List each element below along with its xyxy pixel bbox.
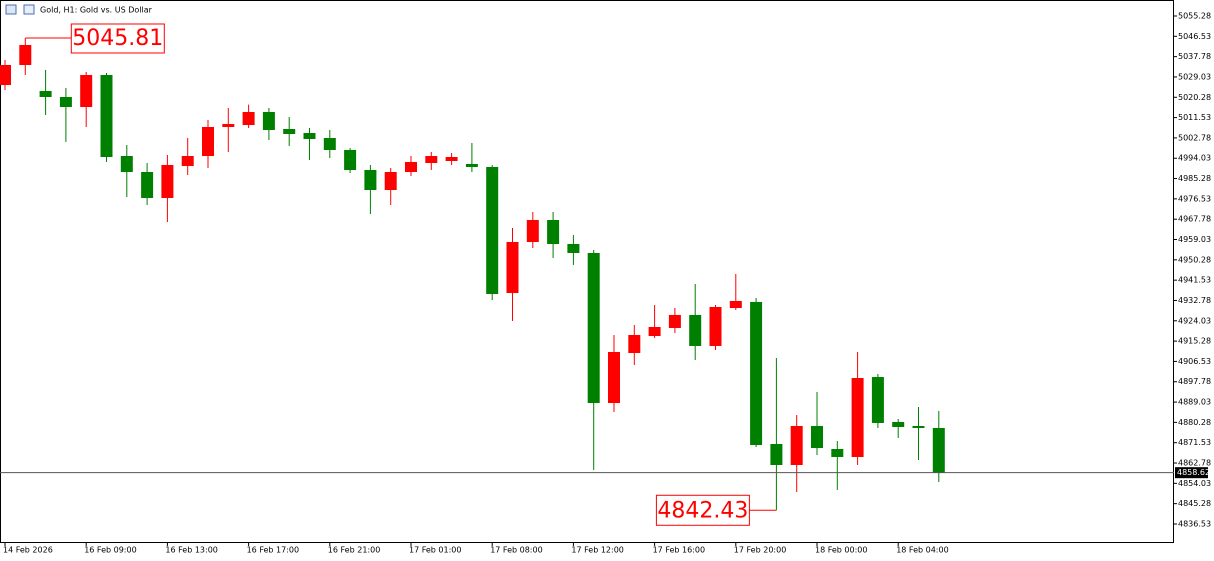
candle-body [181,156,194,166]
candle-body [425,156,438,163]
x-tick-label: 17 Feb 08:00 [490,546,542,555]
candle-body [364,170,377,191]
y-tick-label: 4889.03 [1178,398,1211,407]
y-tick-label: 4836.53 [1178,519,1211,528]
candle-body [0,64,11,85]
annotation-low: 4842.43 [657,498,748,523]
y-tick-label: 4880.28 [1178,418,1211,427]
candle-body [628,335,641,353]
candle-body [831,448,844,457]
candle-body [506,241,519,293]
y-tick-label: 5011.53 [1178,113,1211,122]
y-tick-label: 5055.28 [1178,11,1211,20]
candle-body [161,164,174,198]
x-tick-label: 14 Feb 2026 [3,546,53,555]
candle-body [445,157,458,161]
candle-body [242,111,255,126]
candle-body [547,220,560,244]
y-tick-label: 4915.28 [1178,337,1211,346]
candle-body [262,111,275,130]
y-tick-label: 4897.78 [1178,377,1211,386]
candle-body [80,75,93,108]
candle-body [912,425,925,429]
candle-body [303,132,316,140]
candle-body [120,156,133,173]
x-tick-label: 16 Feb 21:00 [328,546,380,555]
y-tick-label: 4932.78 [1178,296,1211,305]
candle-body [689,314,702,346]
candle-body [283,128,296,134]
y-tick-label: 5020.28 [1178,93,1211,102]
y-tick-label: 4994.03 [1178,154,1211,163]
candle-body [668,314,681,328]
x-tick-label: 17 Feb 01:00 [409,546,461,555]
y-tick-label: 4871.53 [1178,438,1211,447]
x-tick-label: 17 Feb 16:00 [653,546,705,555]
symbol-icon [23,4,35,15]
y-tick-label: 4967.78 [1178,215,1211,224]
y-tick-label: 4854.03 [1178,479,1211,488]
candle-body [486,166,499,294]
annotation-box [70,23,165,54]
y-tick-label: 5002.78 [1178,133,1211,142]
candle-body [384,172,397,191]
chart-icon [5,4,17,15]
candle-body [202,127,214,157]
x-tick-label: 18 Feb 00:00 [815,546,867,555]
y-tick-label: 4985.28 [1178,174,1211,183]
candle-body [100,75,113,158]
y-tick-label: 5046.53 [1178,32,1211,41]
y-tick-label: 4950.28 [1178,255,1211,264]
candle-body [750,302,763,446]
candle-body [851,378,864,457]
candle-body [648,326,661,336]
x-tick-label: 18 Feb 04:00 [896,546,948,555]
candle-body [608,351,620,403]
x-tick-label: 17 Feb 12:00 [571,546,623,555]
y-tick-label: 4924.03 [1178,316,1211,325]
x-tick-label: 16 Feb 13:00 [165,546,217,555]
price-label: 4858.62 [1177,468,1210,477]
y-tick-label: 4845.28 [1178,499,1211,508]
x-tick-label: 16 Feb 09:00 [84,546,136,555]
y-tick-label: 4959.03 [1178,235,1211,244]
candle-body [59,96,72,108]
candle-body [871,377,884,423]
candle-body [465,163,478,167]
y-tick-label: 5037.78 [1178,52,1211,61]
x-tick-label: 16 Feb 17:00 [247,546,299,555]
candle-body [709,306,722,346]
candle-body [344,149,357,171]
annotation-high: 5045.81 [72,26,163,51]
y-tick-label: 4941.53 [1178,276,1211,285]
candle-body [526,220,539,242]
candle-body [19,45,32,65]
candle-body [141,172,154,198]
y-tick-label: 4976.53 [1178,194,1211,203]
chart-title: Gold, H1: Gold vs. US Dollar [40,6,153,15]
candle-body [567,243,580,254]
candle-body [323,138,336,150]
x-tick-label: 17 Feb 20:00 [734,546,786,555]
candle-body [790,425,803,465]
plot-frame [0,0,1174,543]
candle-body [39,91,52,97]
candle-body [729,301,742,308]
y-tick-label: 5029.03 [1178,72,1211,81]
candle-body [932,428,945,473]
y-tick-label: 4906.53 [1178,357,1211,366]
candle-body [770,444,783,465]
candle-body [222,124,235,128]
candle-body [405,161,417,173]
annotation-box [655,494,750,526]
candle-body [811,425,823,448]
candle-body [892,421,905,428]
y-tick-label: 4862.78 [1178,459,1211,468]
price-label-box [1175,467,1208,479]
candle-body [587,253,600,403]
